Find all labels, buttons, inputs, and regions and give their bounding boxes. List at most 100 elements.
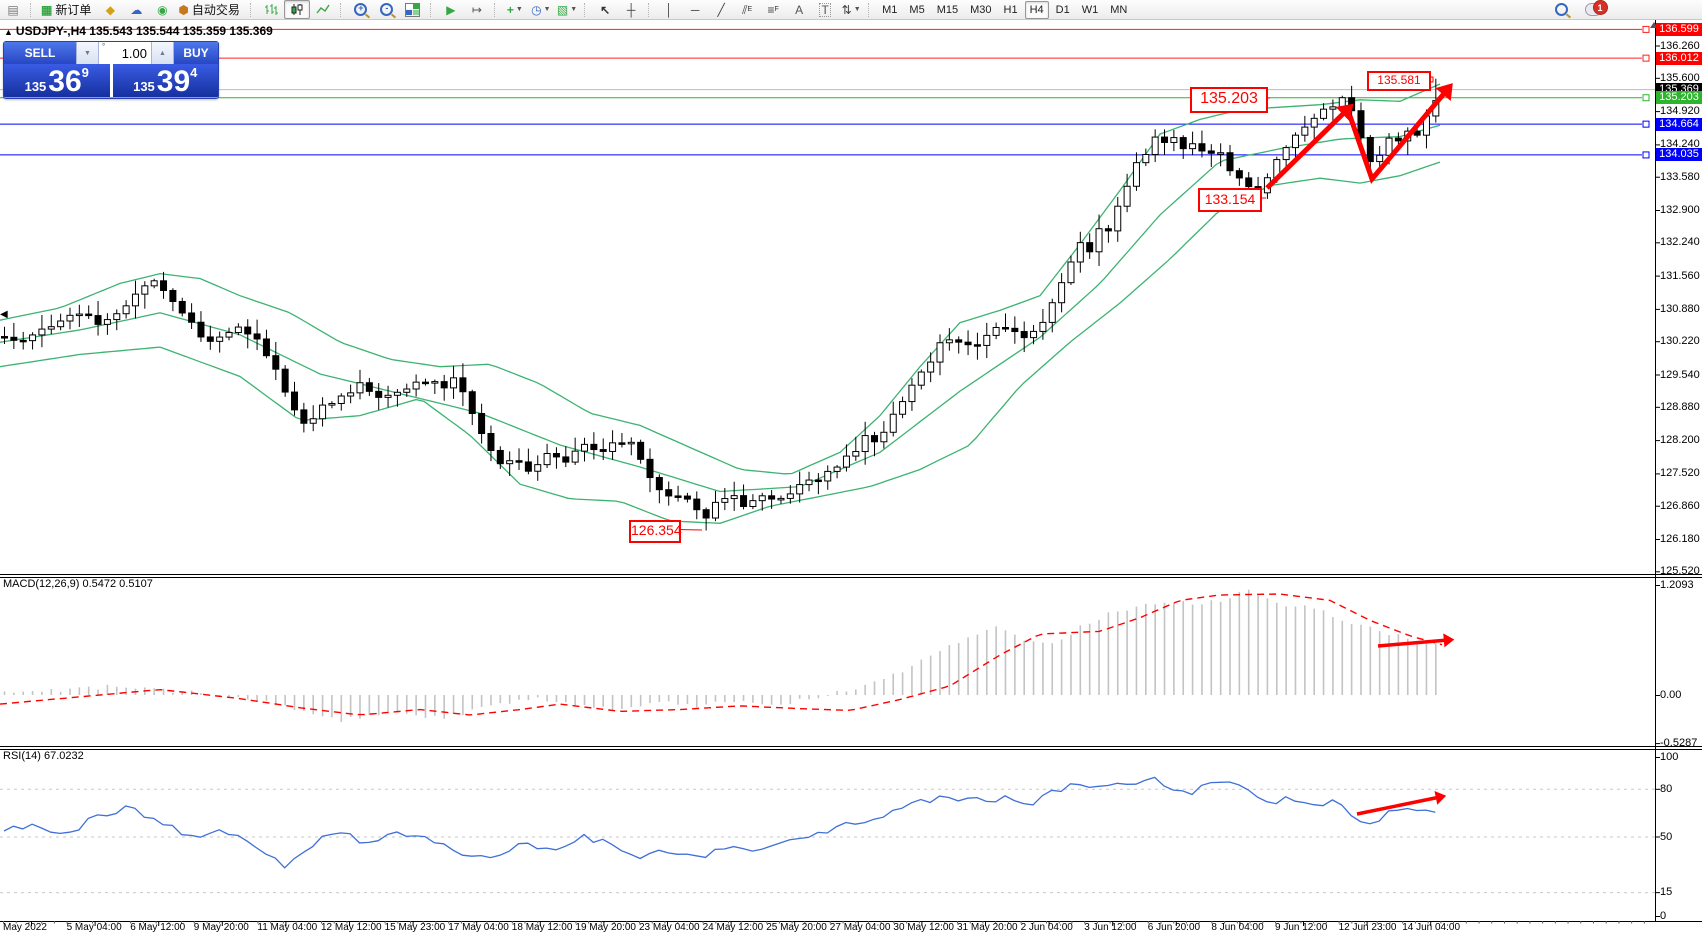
candle — [1394, 137, 1402, 142]
candle — [1170, 137, 1178, 143]
price-tag: 134.035 — [1656, 148, 1702, 162]
candle — [38, 328, 46, 336]
candle — [291, 391, 299, 411]
timeframe-buttons: M1 M5 M15 M30 H1 H4 D1 W1 MN — [876, 0, 1133, 19]
periods-button[interactable]: ◷ ▼ — [531, 2, 551, 17]
new-order-icon: ▦ — [41, 2, 53, 17]
macd-axis-tick: -0.5287 — [1660, 737, 1698, 750]
candle — [131, 293, 139, 307]
candle — [478, 413, 486, 434]
tile-windows-icon[interactable] — [400, 0, 426, 19]
time-axis-label: 15 May 23:00 — [384, 922, 446, 933]
candle — [1001, 327, 1009, 330]
left-edge-arrow-object[interactable]: ◀ — [0, 309, 8, 320]
timeframe-w1[interactable]: W1 — [1081, 4, 1099, 16]
timeframe-m1[interactable]: M1 — [882, 4, 898, 16]
timeframe-m5[interactable]: M5 — [909, 4, 925, 16]
fibonacci-icon[interactable]: ≡ F — [767, 2, 779, 17]
new-order-button[interactable]: ▦ 新订单 — [38, 0, 97, 19]
search-icon[interactable] — [1548, 0, 1574, 19]
timeframe-h1[interactable]: H1 — [1003, 4, 1018, 16]
indicators-button[interactable]: + ▼ — [506, 2, 523, 17]
autotrading-button[interactable]: ⬢ 自动交易 — [175, 0, 246, 19]
annotation-label[interactable]: 133.154 — [1198, 188, 1262, 212]
cursor-icon[interactable]: ↖ — [600, 2, 611, 17]
candle — [1067, 261, 1075, 284]
templates-button[interactable]: ▧ ▼ — [556, 2, 578, 17]
candle — [1235, 170, 1243, 179]
auto-scroll-icon[interactable]: ▶ — [446, 2, 456, 17]
top-toolbar: ▤ ▦ 新订单 ◆ ☁ ◉ ⬢ 自动交易 + - ▶ ↦ + ▼ ◷ ▼ ▧ ▼ ↖ … — [0, 0, 1702, 20]
time-axis-label: 9 Jun 12:00 — [1275, 922, 1328, 933]
sell-price[interactable]: 135 36 9 — [4, 64, 110, 97]
candle — [861, 435, 869, 453]
trendline-icon[interactable]: ╱ — [717, 2, 725, 17]
equidistant-channel-icon[interactable]: ⫽ E — [742, 2, 753, 17]
horizontal-line-icon[interactable]: ─ — [690, 2, 700, 17]
candlestick-icon[interactable] — [283, 0, 310, 19]
candle — [178, 300, 186, 314]
timeframe-m30[interactable]: M30 — [970, 4, 992, 16]
annotation-label[interactable]: 135.581 — [1367, 71, 1431, 91]
vertical-line-icon[interactable]: │ — [665, 2, 673, 17]
price-axis-tick: 132.900 — [1660, 204, 1700, 216]
candle — [880, 431, 888, 443]
candle — [262, 338, 270, 357]
bar-chart-icon[interactable] — [258, 0, 284, 19]
zoom-out-icon[interactable]: - — [374, 0, 400, 19]
volume-input[interactable]: ° 1.00 — [99, 42, 151, 64]
candle — [375, 390, 383, 398]
history-center-icon[interactable]: ◆ — [105, 2, 115, 17]
annotation-label[interactable]: 135.203 — [1190, 87, 1268, 113]
notifications-icon[interactable]: 1 — [1580, 0, 1608, 19]
crosshair-icon[interactable]: ┼ — [626, 2, 636, 17]
macd-axis-tick: 0.00 — [1660, 689, 1682, 701]
candle — [459, 377, 467, 393]
text-icon[interactable]: A — [795, 2, 804, 17]
candle — [590, 443, 598, 451]
arrows-tool-icon[interactable]: ⇅ ▼ — [841, 2, 861, 17]
candle — [506, 460, 514, 465]
timeframe-m15[interactable]: M15 — [936, 4, 959, 16]
candle — [197, 321, 205, 338]
rsi-line — [3, 776, 1436, 869]
text-label-icon[interactable]: T — [819, 2, 831, 17]
price-axis-tick: 126.180 — [1660, 533, 1700, 545]
price-axis-tick: 128.880 — [1660, 400, 1700, 413]
candle — [908, 384, 916, 403]
candle — [796, 484, 804, 495]
profiles-icon[interactable]: ▤ — [7, 2, 19, 17]
candle — [19, 339, 27, 343]
chart-shift-icon[interactable]: ↦ — [471, 2, 482, 17]
price-axis-tick: 132.240 — [1660, 236, 1700, 249]
timeframe-d1[interactable]: D1 — [1055, 4, 1070, 16]
price-tag: 136.599 — [1656, 22, 1702, 36]
timeframe-mn[interactable]: MN — [1110, 4, 1128, 16]
signals-icon[interactable]: ◉ — [157, 2, 168, 17]
candle — [674, 495, 682, 498]
buy-price[interactable]: 135 39 4 — [112, 64, 218, 97]
volume-down-button[interactable]: ▼ — [76, 42, 99, 64]
toolbar-separator — [868, 2, 873, 17]
candle — [10, 336, 18, 341]
candle — [1151, 136, 1159, 156]
chart-header: ▲ USDJPY-,H4 135.543 135.544 135.359 135.… — [4, 24, 273, 38]
buy-button[interactable]: BUY — [174, 42, 218, 64]
candle — [356, 382, 364, 394]
candle — [1030, 330, 1038, 339]
timeframe-h4[interactable]: H4 — [1024, 1, 1049, 19]
candle — [955, 339, 963, 343]
market-watch-icon[interactable]: ☁ — [130, 2, 143, 17]
time-axis-label: 5 May 04:00 — [66, 922, 122, 933]
candle — [1207, 150, 1215, 154]
zoom-in-icon[interactable]: + — [348, 0, 374, 19]
sell-button[interactable]: SELL — [4, 42, 76, 64]
line-chart-icon[interactable] — [310, 0, 336, 19]
volume-up-button[interactable]: ▲ — [151, 42, 174, 64]
candle — [1095, 228, 1103, 253]
annotation-label[interactable]: 126.354 — [629, 520, 682, 543]
time-axis-label: 2 Jun 04:00 — [1020, 922, 1073, 933]
time-axis-label: 6 Jun 20:00 — [1147, 922, 1201, 933]
candle — [1301, 126, 1309, 136]
